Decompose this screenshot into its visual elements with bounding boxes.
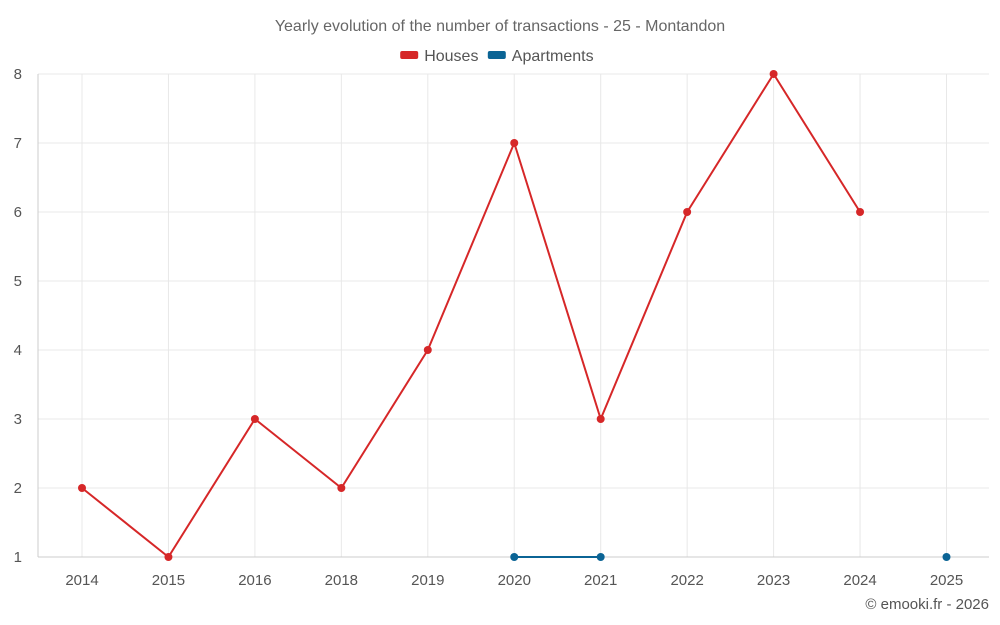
data-point[interactable] [337,484,346,492]
legend-swatch [400,51,419,59]
x-tick-label: 2023 [757,572,790,589]
series-houses [78,70,865,561]
x-tick-label: 2025 [930,572,963,589]
x-tick-label: 2019 [411,572,444,589]
series-line [81,73,861,558]
data-point[interactable] [596,415,605,423]
chart-title: Yearly evolution of the number of transa… [275,18,725,35]
data-point[interactable] [683,208,692,216]
y-tick-label: 2 [14,480,22,497]
data-point[interactable] [769,70,778,78]
data-point[interactable] [423,346,432,354]
y-tick-label: 8 [14,66,22,83]
data-point[interactable] [510,553,519,561]
axes: 1 2 3 4 5 6 7 8 2014 2015 2016 2018 2019 2020 2021 2022… [14,66,989,589]
data-point[interactable] [942,553,951,561]
y-tick-label: 6 [14,204,22,221]
data-point[interactable] [856,208,865,216]
series-apartments [510,553,951,561]
data-point[interactable] [596,553,605,561]
x-tick-label: 2022 [670,572,703,589]
data-point[interactable] [250,415,259,423]
data-point[interactable] [78,484,86,492]
data-point[interactable] [510,139,519,147]
x-tick-label: 2020 [498,572,531,589]
y-tick-label: 4 [14,342,22,359]
x-tick-label: 2016 [238,572,271,589]
x-tick-label: 2014 [65,572,98,589]
legend-label: Apartments [512,48,594,65]
series-layer [78,70,951,561]
y-tick-label: 5 [14,273,22,290]
legend-swatch [487,51,506,59]
y-tick-label: 1 [14,549,22,566]
credit-text: © emooki.fr - 2026 [865,596,989,613]
y-tick-label: 3 [14,411,22,428]
x-tick-label: 2018 [325,572,358,589]
x-tick-label: 2024 [843,572,876,589]
legend-label: Houses [424,48,478,65]
x-tick-label: 2021 [584,572,617,589]
y-tick-label: 7 [14,135,22,152]
x-tick-label: 2015 [152,572,185,589]
legend: Houses Apartments [400,48,594,65]
legend-item-houses[interactable]: Houses [400,48,478,65]
data-point[interactable] [164,553,173,561]
legend-item-apartments[interactable]: Apartments [487,48,594,65]
